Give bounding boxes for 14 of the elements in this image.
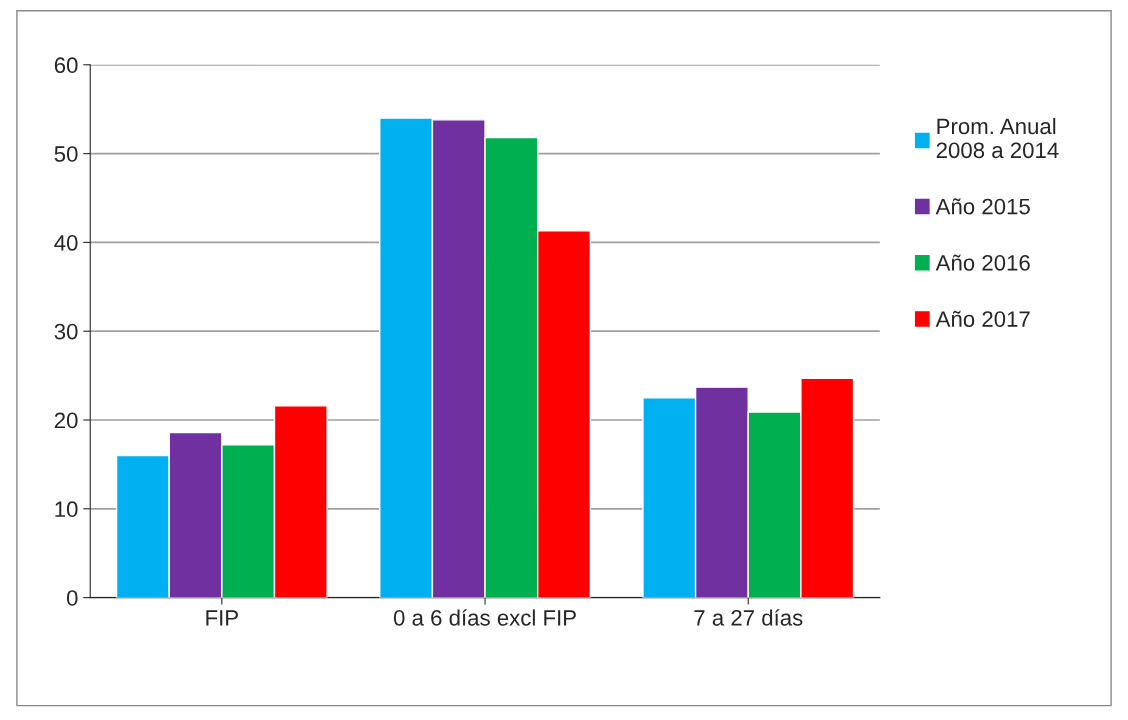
y-tick-label: 10 (55, 501, 78, 518)
y-tick-label: 40 (54, 234, 78, 251)
y-tick-label: 60 (54, 57, 78, 74)
y-tick-label: 30 (54, 323, 78, 340)
legend-label: Año 2016 (935, 254, 1030, 271)
x-tick-label: FIP (206, 610, 238, 626)
x-tick-label: 7 a 27 días (694, 609, 803, 626)
y-tick-label: 50 (54, 146, 78, 162)
x-tick-label: 0 a 6 días excl FIP (393, 609, 576, 626)
legend-label: Prom. Anual 2008 a 2014 (936, 117, 1059, 159)
legend-label: Año 2015 (935, 198, 1030, 215)
legend-label: Año 2017 (935, 310, 1030, 327)
y-tick-label: 20 (54, 412, 78, 429)
y-tick-label: 0 (66, 590, 78, 606)
